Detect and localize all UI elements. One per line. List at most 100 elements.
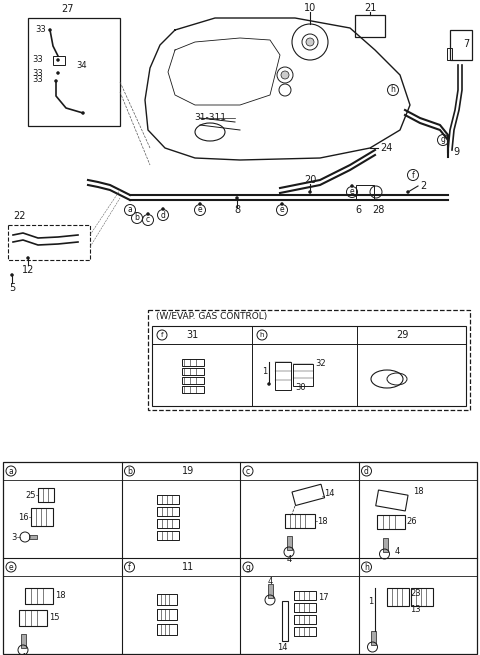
- Text: 18: 18: [317, 517, 328, 525]
- Text: (W/EVAP. GAS CONTROL): (W/EVAP. GAS CONTROL): [156, 312, 267, 322]
- Text: 27: 27: [62, 4, 74, 14]
- Bar: [293, 364, 313, 386]
- Text: 1: 1: [262, 367, 267, 377]
- Text: 32: 32: [315, 360, 325, 369]
- Text: 18: 18: [413, 487, 424, 496]
- Text: 16: 16: [18, 512, 29, 521]
- Bar: [294, 615, 316, 624]
- Bar: [156, 519, 179, 528]
- Circle shape: [57, 71, 60, 75]
- Circle shape: [194, 204, 205, 215]
- Text: 14: 14: [324, 489, 335, 498]
- Circle shape: [132, 212, 143, 223]
- Text: 2: 2: [420, 181, 426, 191]
- Circle shape: [124, 466, 134, 476]
- Circle shape: [306, 38, 314, 46]
- Text: e: e: [350, 187, 354, 196]
- Circle shape: [57, 58, 60, 62]
- Bar: [31, 508, 53, 526]
- Bar: [287, 536, 292, 550]
- Bar: [275, 362, 291, 390]
- Bar: [28, 18, 120, 126]
- Bar: [156, 594, 177, 605]
- Text: 18: 18: [55, 591, 66, 601]
- Circle shape: [267, 383, 271, 386]
- Text: 14: 14: [277, 643, 287, 652]
- Text: 33: 33: [32, 75, 43, 84]
- Text: 30: 30: [295, 383, 306, 392]
- Circle shape: [157, 330, 167, 340]
- Text: c: c: [246, 466, 250, 476]
- Text: e: e: [280, 206, 284, 214]
- Circle shape: [276, 204, 288, 215]
- Circle shape: [161, 208, 165, 210]
- Bar: [376, 515, 405, 529]
- Text: 10: 10: [304, 3, 316, 13]
- Text: 26: 26: [407, 517, 417, 527]
- Bar: [25, 588, 53, 604]
- Bar: [356, 185, 374, 199]
- Circle shape: [361, 562, 372, 572]
- Circle shape: [361, 466, 372, 476]
- Bar: [376, 490, 408, 511]
- Text: d: d: [161, 210, 166, 219]
- Text: 23: 23: [410, 590, 421, 599]
- Bar: [450, 30, 472, 60]
- Text: e: e: [198, 206, 202, 214]
- Text: 22: 22: [13, 211, 25, 221]
- Text: 25: 25: [25, 491, 36, 500]
- Text: 9: 9: [453, 147, 459, 157]
- Bar: [282, 601, 288, 641]
- Text: 6: 6: [355, 205, 361, 215]
- Bar: [294, 627, 316, 636]
- Text: b: b: [134, 214, 139, 223]
- Text: c: c: [146, 215, 150, 225]
- Circle shape: [347, 187, 358, 198]
- Bar: [53, 56, 65, 65]
- Text: 4: 4: [395, 548, 400, 557]
- Circle shape: [199, 202, 202, 206]
- Bar: [156, 624, 177, 635]
- Bar: [3, 462, 477, 654]
- Text: f: f: [128, 563, 131, 572]
- Bar: [21, 634, 26, 648]
- Bar: [19, 610, 47, 626]
- Bar: [294, 591, 316, 600]
- Text: 33: 33: [35, 26, 46, 35]
- Text: 20: 20: [304, 175, 316, 185]
- Text: g: g: [441, 136, 445, 145]
- Circle shape: [243, 562, 253, 572]
- Circle shape: [281, 71, 289, 79]
- Text: 3: 3: [12, 533, 17, 542]
- Bar: [371, 631, 375, 645]
- Bar: [182, 359, 204, 366]
- Circle shape: [11, 274, 13, 276]
- Bar: [447, 48, 452, 60]
- Circle shape: [124, 562, 134, 572]
- Circle shape: [124, 204, 135, 215]
- Bar: [156, 507, 179, 516]
- Circle shape: [243, 466, 253, 476]
- Text: 17: 17: [318, 593, 329, 603]
- Text: a: a: [128, 206, 132, 214]
- Circle shape: [309, 191, 312, 193]
- Circle shape: [48, 29, 51, 31]
- Circle shape: [82, 111, 84, 115]
- Circle shape: [350, 185, 353, 187]
- Text: e: e: [9, 563, 13, 572]
- Text: 29: 29: [396, 330, 408, 340]
- Text: 4: 4: [287, 555, 292, 565]
- Bar: [292, 484, 324, 506]
- Circle shape: [387, 84, 398, 96]
- Bar: [156, 531, 179, 540]
- Bar: [38, 488, 54, 502]
- Bar: [294, 603, 316, 612]
- Text: 33: 33: [32, 69, 43, 77]
- Text: 4: 4: [267, 578, 273, 586]
- Text: 21: 21: [364, 3, 376, 13]
- Text: 8: 8: [234, 205, 240, 215]
- Text: 7: 7: [463, 39, 469, 49]
- Text: 4: 4: [20, 654, 25, 655]
- Circle shape: [407, 191, 409, 193]
- Bar: [8, 225, 90, 260]
